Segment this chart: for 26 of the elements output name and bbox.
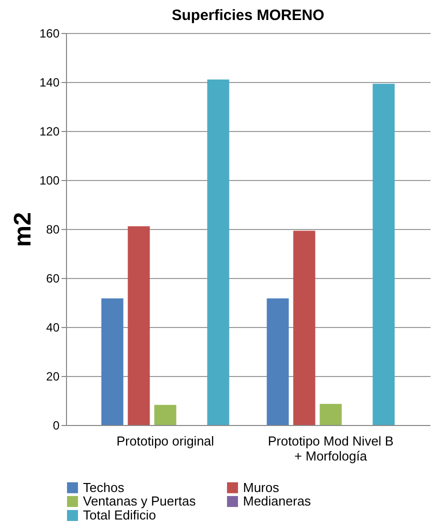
x-tick-label: Prototipo original xyxy=(116,434,214,448)
legend-label: Techos xyxy=(83,480,125,495)
y-tick-label: 20 xyxy=(46,370,60,384)
bar xyxy=(266,298,289,425)
chart-title: Superficies MORENO xyxy=(172,7,325,24)
legend-label: Medianeras xyxy=(243,494,312,508)
bar xyxy=(207,80,230,425)
legend-label: Ventanas y Puertas xyxy=(83,494,196,508)
y-tick-label: 40 xyxy=(46,320,60,334)
bar xyxy=(101,298,124,425)
bar xyxy=(372,84,395,425)
legend-label: Total Edificio xyxy=(83,508,156,522)
bar xyxy=(128,226,150,425)
x-tick-label: Prototipo Mod Nivel B + Morfología xyxy=(268,434,394,464)
y-tick-label: 0 xyxy=(52,418,60,432)
y-tick-label: 140 xyxy=(39,76,60,90)
y-tick-label: 120 xyxy=(39,124,60,138)
y-tick-label: 160 xyxy=(39,26,60,40)
bar xyxy=(154,404,176,425)
y-tick-label: 100 xyxy=(39,174,60,188)
legend-label: Muros xyxy=(243,480,280,495)
y-tick-label: 80 xyxy=(46,222,60,236)
bar xyxy=(293,230,316,425)
bar xyxy=(320,404,342,425)
y-axis-title: m2 xyxy=(9,212,36,247)
y-tick-label: 60 xyxy=(46,272,60,286)
